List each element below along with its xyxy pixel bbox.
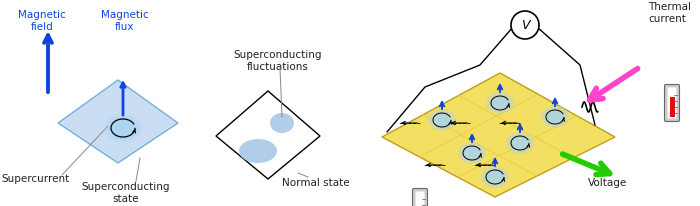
- Ellipse shape: [461, 144, 484, 162]
- Ellipse shape: [540, 106, 569, 128]
- FancyBboxPatch shape: [664, 84, 680, 122]
- Ellipse shape: [491, 96, 509, 110]
- Ellipse shape: [107, 116, 139, 140]
- Text: Normal state: Normal state: [282, 178, 350, 188]
- Polygon shape: [58, 80, 178, 163]
- Ellipse shape: [239, 139, 277, 163]
- Ellipse shape: [111, 119, 135, 137]
- Text: Magnetic
flux: Magnetic flux: [101, 10, 149, 32]
- Ellipse shape: [543, 108, 567, 126]
- Ellipse shape: [489, 94, 512, 112]
- Text: Superconducting
fluctuations: Superconducting fluctuations: [234, 50, 322, 72]
- Text: Superconducting
state: Superconducting state: [82, 182, 170, 204]
- Text: Supercurrent: Supercurrent: [1, 174, 69, 184]
- Text: Magnetic
field: Magnetic field: [18, 10, 66, 32]
- Ellipse shape: [486, 170, 504, 184]
- Polygon shape: [382, 73, 615, 197]
- Circle shape: [511, 11, 539, 39]
- Text: Voltage: Voltage: [589, 178, 628, 188]
- Ellipse shape: [104, 114, 142, 142]
- FancyBboxPatch shape: [416, 192, 424, 206]
- Ellipse shape: [270, 113, 294, 133]
- Ellipse shape: [508, 134, 532, 152]
- Ellipse shape: [458, 142, 486, 164]
- Ellipse shape: [511, 136, 529, 150]
- Ellipse shape: [430, 111, 454, 129]
- FancyBboxPatch shape: [412, 188, 428, 206]
- Polygon shape: [216, 91, 320, 179]
- Ellipse shape: [486, 92, 514, 114]
- Ellipse shape: [481, 166, 510, 188]
- Text: Thermal
current: Thermal current: [648, 2, 691, 24]
- Ellipse shape: [505, 132, 534, 154]
- Ellipse shape: [483, 168, 507, 186]
- Ellipse shape: [546, 110, 564, 124]
- Ellipse shape: [428, 109, 456, 131]
- Text: V: V: [521, 19, 529, 32]
- Ellipse shape: [463, 146, 481, 160]
- FancyBboxPatch shape: [668, 88, 676, 118]
- Bar: [669, 97, 675, 117]
- Ellipse shape: [433, 113, 451, 127]
